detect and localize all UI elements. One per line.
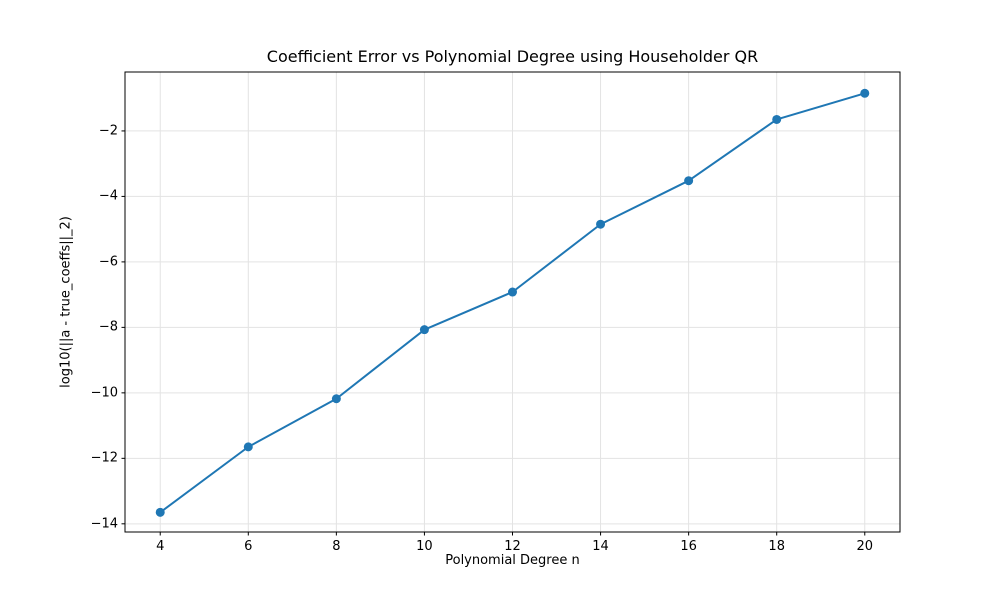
y-tick-label: −10 (90, 385, 118, 401)
chart-title: Coefficient Error vs Polynomial Degree u… (266, 47, 759, 66)
x-tick-label: 16 (680, 539, 697, 554)
y-tick-label: −2 (98, 123, 118, 139)
x-tick-label: 4 (156, 539, 165, 554)
data-point (772, 114, 782, 124)
y-tick-label: −14 (90, 516, 118, 532)
x-tick-label: 10 (416, 539, 433, 554)
x-tick-label: 8 (332, 539, 341, 554)
data-point (243, 442, 253, 452)
x-tick-label: 14 (592, 539, 609, 554)
y-tick-label: −12 (90, 450, 118, 466)
x-tick-label: 18 (768, 539, 785, 554)
data-point (419, 325, 429, 335)
x-axis-label: Polynomial Degree n (445, 553, 580, 568)
x-tick-label: 6 (244, 539, 253, 554)
y-tick-label: −8 (98, 319, 118, 335)
data-point (596, 219, 606, 229)
x-tick-label: 12 (504, 539, 521, 554)
y-tick-label: −4 (98, 188, 118, 204)
data-point (684, 176, 694, 186)
data-point (860, 88, 870, 98)
data-point (331, 394, 341, 404)
y-axis-label: log10(||a - true_coeffs||_2) (58, 216, 74, 388)
x-tick-label: 20 (856, 539, 874, 554)
data-point (155, 507, 165, 517)
data-point (508, 287, 517, 297)
y-tick-label: −6 (98, 254, 118, 270)
